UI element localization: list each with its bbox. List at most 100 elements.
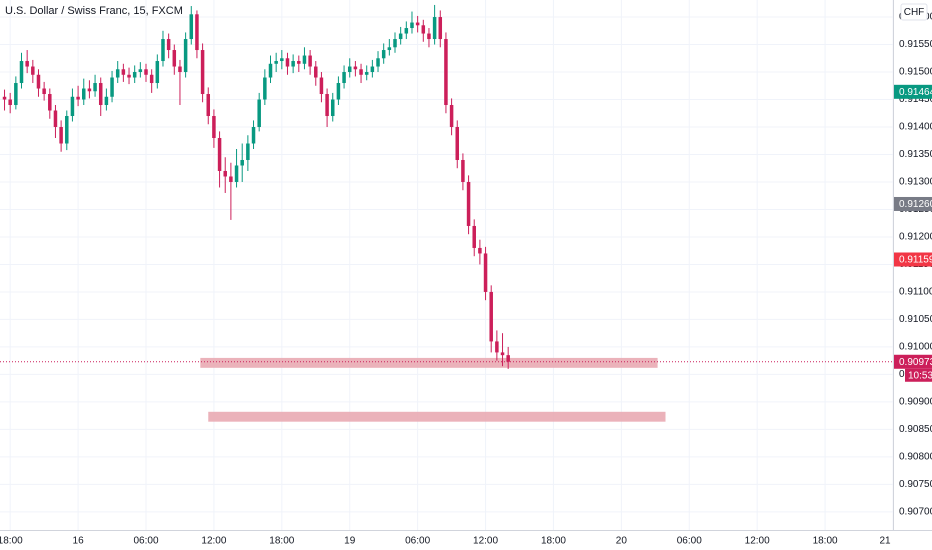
candle-body [280,58,284,62]
candle-body [432,17,437,40]
candle-body [404,28,409,34]
y-tick-label: 0.90850 [899,424,932,435]
y-tick-label: 0.91050 [899,314,932,325]
candle-body [257,99,261,128]
x-tick-label: 18:00 [269,536,294,547]
candle-body [302,55,307,64]
candle-body [70,96,75,117]
candle-body [76,96,80,100]
candle-body [330,99,335,117]
x-tick-label: 12:00 [745,536,770,547]
price-badges: 0.91464 0.91260 0.91159 0.90973 10:53 [0,84,932,382]
candle-body [444,39,448,106]
y-tick-label: 0.91550 [899,39,932,50]
candle-body [212,116,216,138]
candles [2,4,510,369]
candle-body [59,127,63,144]
candle-body [506,355,510,362]
candle-body [206,94,211,117]
price-badge [894,252,932,267]
candle-body [25,61,29,67]
candle-body [48,94,52,111]
x-tick-label: 06:00 [405,536,430,547]
x-tick-label: 12:00 [473,536,498,547]
y-tick-label: 0.91500 [899,67,932,78]
candle-body [342,72,346,84]
x-tick-label: 16 [73,536,85,547]
candle-body [104,96,109,106]
candle-body [319,77,324,95]
candle-body [36,74,41,89]
candle-body [364,72,369,75]
candle-body [42,88,46,95]
x-tick-label: 18:00 [541,536,566,547]
candle-body [110,77,114,97]
candle-body [387,47,392,51]
candle-body [14,83,18,106]
candle-body [144,69,148,75]
candle-body [393,39,397,48]
candle-body [98,83,103,106]
candle-body [8,99,12,106]
candle-body [2,96,7,100]
candle-body [336,83,341,100]
price-badge-label: 0.91260 [899,199,932,210]
candle-body [53,110,58,128]
y-tick-label: 0.90750 [899,479,932,490]
candle-body [421,25,426,34]
countdown-label: 10:53 [908,370,932,381]
candle-body [172,50,177,67]
candle-body [189,14,194,40]
candle-body [93,83,97,92]
candle-body [161,39,165,62]
y-tick-label: 0.91000 [899,342,932,353]
price-badge-label: 0.91464 [899,87,932,98]
candle-body [19,61,24,84]
x-tick-label: 12:00 [201,536,226,547]
candle-body [274,61,278,64]
candle-body [31,66,35,75]
candle-body [115,69,120,78]
x-tick-label: 20 [616,536,628,547]
y-tick-label: 0.91350 [899,149,932,160]
candle-body [229,176,233,182]
candle-body [500,352,505,356]
candle-body [438,17,443,40]
candle-body [285,58,290,67]
x-tick-label: 18:00 [0,536,23,547]
candle-body [314,66,318,78]
candle-body [132,72,137,78]
x-tick-label: 19 [344,536,356,547]
candle-body [268,63,273,78]
candle-body [155,61,160,84]
y-tick-label: 0.91100 [899,287,932,298]
candle-body [297,61,301,64]
candle-body [376,58,380,67]
y-tick-label: 0.90800 [899,452,932,463]
candle-body [138,69,143,73]
candle-body [65,116,69,144]
y-tick-label: 0.91450 [899,94,932,105]
y-tick-label: 0.90900 [899,397,932,408]
x-tick-label: 18:00 [813,536,838,547]
y-tick-label: 0.91200 [899,232,932,243]
candle-body [195,14,199,51]
candle-body [427,33,431,40]
candle-body [478,247,482,254]
support-zone [200,357,658,368]
candle-body [347,66,352,73]
candle-body [308,55,312,67]
price-badge [894,196,932,211]
candle-body [223,170,227,177]
candle-body [251,127,256,144]
axes: 0.90700 0.90750 0.90800 0.90850 0.90900 0.909… [0,12,932,547]
currency-box[interactable] [900,3,928,21]
candle-body [472,225,476,248]
candle-body [455,127,460,160]
candle-body [461,159,465,182]
y-tick-label: 0.91300 [899,177,932,188]
candle-body [381,50,386,59]
candle-body [370,66,375,73]
currency-label[interactable]: CHF [904,7,925,18]
